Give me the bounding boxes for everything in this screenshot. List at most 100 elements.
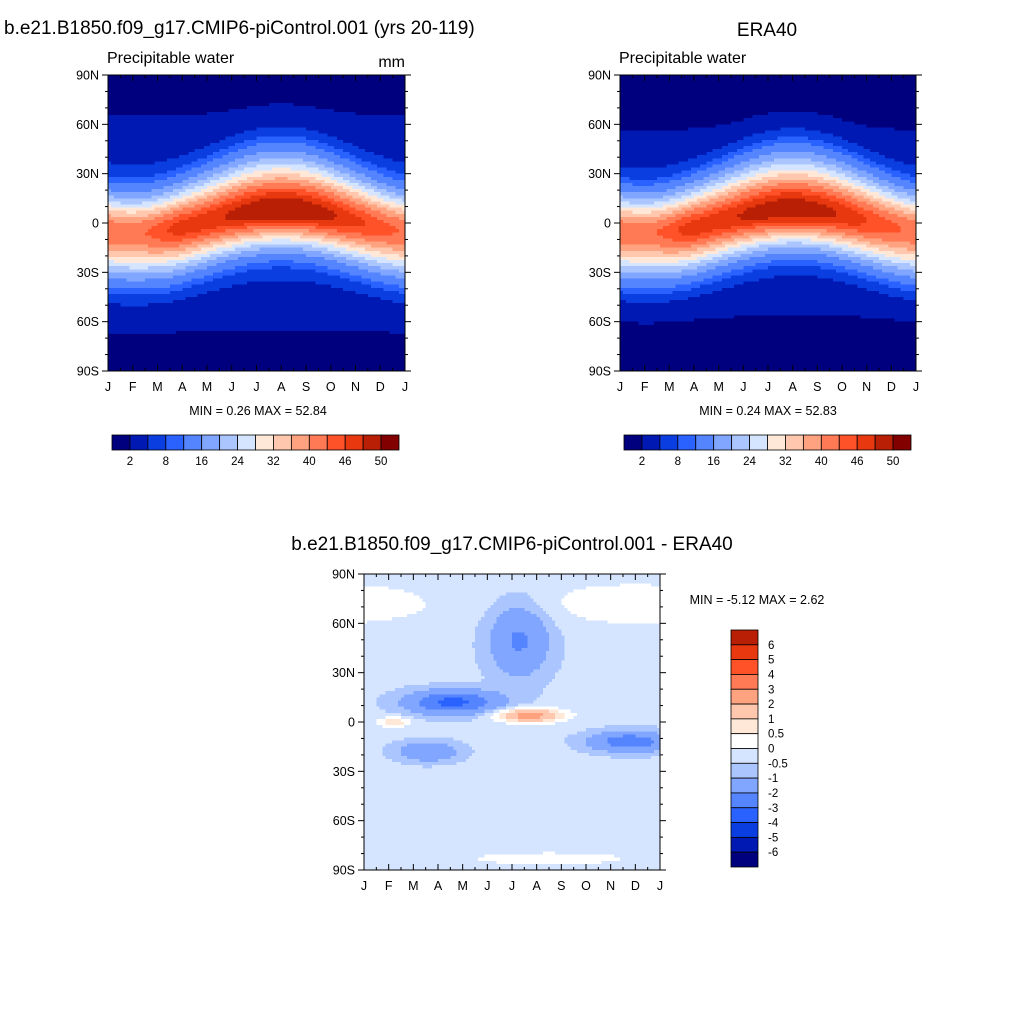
panel-difference-colorbar-label: 4 bbox=[768, 669, 775, 681]
panel-difference-title: b.e21.B1850.f09_g17.CMIP6-piControl.001 … bbox=[291, 534, 733, 555]
panel-model-ytick-label: 0 bbox=[92, 217, 99, 231]
panel-era40-colorbar-label: 2 bbox=[639, 456, 645, 468]
panel-difference-ytick-label: 0 bbox=[348, 716, 355, 730]
panel-era40-colorbar-label: 16 bbox=[707, 456, 720, 468]
panel-difference-colorbar-label: 2 bbox=[768, 699, 774, 711]
panel-model-xtick-label: A bbox=[277, 380, 286, 394]
panel-era40-ytick-label: 30S bbox=[589, 266, 611, 280]
panel-model-xtick-label: O bbox=[326, 380, 336, 394]
panel-difference-xtick-label: F bbox=[385, 879, 393, 893]
panel-model-colorbar-swatch bbox=[183, 434, 203, 451]
panel-model-colorbar-swatch bbox=[111, 434, 131, 451]
panel-model-xtick-label: J bbox=[402, 380, 408, 394]
panel-difference-xtick-label: M bbox=[408, 879, 418, 893]
panel-model-xtick-label: F bbox=[129, 380, 137, 394]
panel-era40-colorbar-swatch bbox=[677, 434, 697, 451]
panel-model-variable: Precipitable water bbox=[107, 50, 235, 67]
panel-model-colorbar-label: 40 bbox=[303, 456, 316, 468]
panel-model-colorbar-swatch bbox=[308, 434, 328, 451]
panel-difference-colorbar-label: -4 bbox=[768, 818, 779, 830]
panel-difference-colorbar-label: 5 bbox=[768, 655, 774, 667]
panel-difference: b.e21.B1850.f09_g17.CMIP6-piControl.001 … bbox=[291, 534, 824, 893]
panel-difference-xtick-label: S bbox=[557, 879, 565, 893]
panel-difference-xtick-label: J bbox=[657, 879, 663, 893]
panel-model-colorbar-swatch bbox=[344, 434, 364, 451]
panel-difference-colorbar-swatch bbox=[730, 703, 759, 720]
panel-difference-colorbar-label: -2 bbox=[768, 788, 778, 800]
panel-model-colorbar-swatch bbox=[326, 434, 346, 451]
panel-era40-xtick-label: F bbox=[641, 380, 649, 394]
panel-difference-ytick-label: 30S bbox=[333, 765, 355, 779]
panel-model-colorbar-swatch bbox=[201, 434, 221, 451]
panel-model-colorbar-swatch bbox=[147, 434, 167, 451]
panel-difference-colorbar-swatch bbox=[730, 629, 759, 646]
panel-model-colorbar: 2 8 16 24 32 40 46 50 bbox=[111, 434, 400, 468]
panel-difference-xtick-label: J bbox=[484, 879, 490, 893]
panel-model-ytick-label: 60S bbox=[77, 315, 99, 329]
panel-era40-variable: Precipitable water bbox=[619, 50, 747, 67]
panel-model-ytick-label: 30N bbox=[76, 167, 99, 181]
panel-model-colorbar-swatch bbox=[273, 434, 292, 451]
panel-difference-xtick-label: J bbox=[361, 879, 367, 893]
panel-model-ytick-label: 90S bbox=[77, 365, 99, 379]
panel-difference-colorbar: 6 5 4 3 2 1 0.5 0 -0.5 -1 -2 -3 -4 -5 -6 bbox=[730, 629, 788, 868]
panel-era40-colorbar-label: 8 bbox=[675, 456, 681, 468]
panel-era40-xtick-label: O bbox=[837, 380, 847, 394]
panel-model-colorbar-label: 16 bbox=[195, 456, 208, 468]
panel-difference-colorbar-swatch bbox=[730, 762, 759, 779]
panel-difference-xtick-label: M bbox=[457, 879, 467, 893]
panel-era40-ytick-label: 0 bbox=[604, 217, 611, 231]
panel-model-colorbar-swatch bbox=[362, 434, 382, 451]
panel-difference-stats: MIN = -5.12 MAX = 2.62 bbox=[690, 593, 825, 607]
panel-difference-colorbar-swatch bbox=[730, 792, 759, 809]
panel-difference-colorbar-label: -6 bbox=[768, 847, 778, 859]
panel-model-colorbar-label: 32 bbox=[267, 456, 280, 468]
panel-model-xtick-label: D bbox=[376, 380, 385, 394]
panel-model-xtick-label: J bbox=[253, 380, 259, 394]
panel-model-ytick-label: 90N bbox=[76, 69, 99, 83]
panel-era40-colorbar-swatch bbox=[838, 434, 858, 451]
panel-difference-ytick-label: 90N bbox=[332, 568, 355, 582]
panel-model-units: mm bbox=[378, 54, 405, 71]
panel-era40-colorbar-swatch bbox=[641, 434, 661, 451]
panel-era40-colorbar-label: 50 bbox=[887, 456, 900, 468]
panel-era40-colorbar-swatch bbox=[767, 434, 786, 451]
panel-era40-colorbar-swatch bbox=[785, 434, 804, 451]
panel-difference-colorbar-swatch bbox=[730, 733, 759, 749]
panel-difference-colorbar-swatch bbox=[730, 688, 759, 705]
panel-difference-colorbar-swatch bbox=[730, 807, 759, 823]
panel-era40-colorbar-swatch bbox=[802, 434, 822, 451]
panel-difference-colorbar-label: -0.5 bbox=[768, 758, 788, 770]
panel-difference-xtick-label: D bbox=[631, 879, 640, 893]
panel-difference-colorbar-label: -5 bbox=[768, 832, 778, 844]
panel-era40-ticks bbox=[614, 74, 922, 372]
panel-era40-colorbar-swatch bbox=[695, 434, 715, 451]
panel-difference-colorbar-label: -1 bbox=[768, 773, 778, 785]
panel-model-colorbar-swatch bbox=[129, 434, 149, 451]
panel-era40-colorbar: 2 8 16 24 32 40 46 50 bbox=[623, 434, 912, 468]
panel-difference-colorbar-label: 0.5 bbox=[768, 729, 784, 741]
panel-era40-xtick-label: M bbox=[664, 380, 674, 394]
panel-model-colorbar-label: 8 bbox=[163, 456, 169, 468]
panel-model-colorbar-label: 2 bbox=[127, 456, 133, 468]
panel-era40-xtick-label: N bbox=[862, 380, 871, 394]
panel-era40-ytick-label: 90N bbox=[588, 69, 611, 83]
panel-model: b.e21.B1850.f09_g17.CMIP6-piControl.001 … bbox=[4, 18, 475, 468]
panel-difference-colorbar-label: 1 bbox=[768, 714, 774, 726]
panel-model-ytick-label: 30S bbox=[77, 266, 99, 280]
panel-difference-xtick-label: O bbox=[581, 879, 591, 893]
panel-era40-field bbox=[620, 75, 917, 372]
panel-era40-ytick-label: 60N bbox=[588, 118, 611, 132]
panel-era40-xtick-label: J bbox=[617, 380, 623, 394]
panel-era40-colorbar-label: 24 bbox=[743, 456, 756, 468]
panel-difference-colorbar-swatch bbox=[730, 822, 759, 838]
panel-era40-ytick-label: 30N bbox=[588, 167, 611, 181]
panel-era40-colorbar-label: 46 bbox=[851, 456, 864, 468]
panel-era40-xtick-label: J bbox=[765, 380, 771, 394]
panel-model-colorbar-label: 24 bbox=[231, 456, 244, 468]
panel-era40-colorbar-swatch bbox=[856, 434, 876, 451]
panel-era40-colorbar-swatch bbox=[749, 434, 768, 451]
